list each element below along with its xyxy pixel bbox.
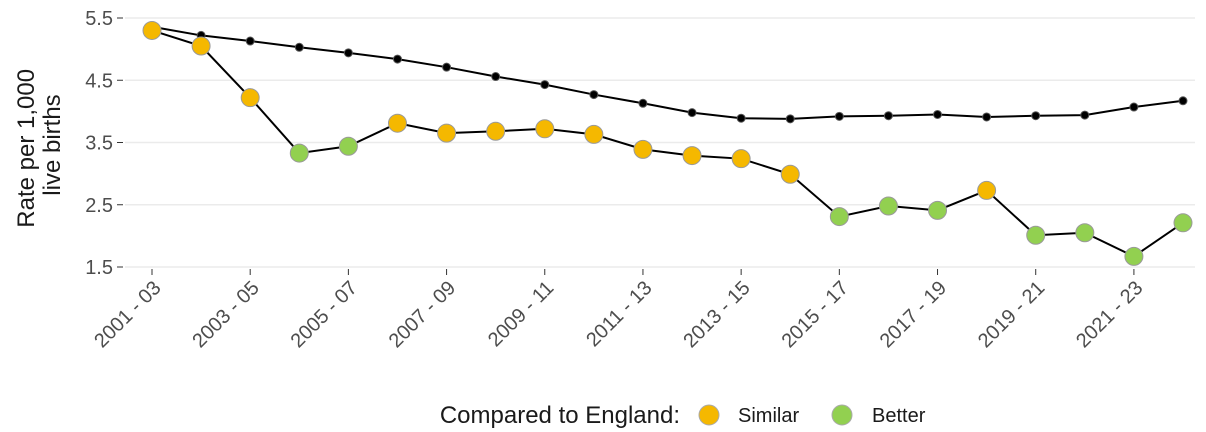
legend-label-better: Better xyxy=(872,405,926,427)
series-line-local xyxy=(151,29,1184,258)
y-axis-title-line-1: Rate per 1,000 xyxy=(13,69,40,228)
england-point xyxy=(343,48,353,58)
england-point xyxy=(1080,110,1090,120)
local-point xyxy=(240,88,260,108)
local-point xyxy=(1124,246,1144,266)
england-point xyxy=(1178,96,1188,106)
series-lines xyxy=(151,25,1184,258)
local-point xyxy=(780,164,800,184)
local-point xyxy=(535,119,555,139)
england-point xyxy=(982,112,992,122)
local-point xyxy=(387,113,407,133)
x-tick-label: 2001 - 03 xyxy=(90,277,165,352)
y-tick-label: 4.5 xyxy=(85,70,113,92)
england-point xyxy=(392,54,402,64)
england-point xyxy=(736,113,746,123)
local-point xyxy=(437,123,457,143)
y-tick-label: 3.5 xyxy=(85,133,113,155)
x-tick-label: 2013 - 15 xyxy=(679,277,754,352)
x-tick-label: 2005 - 07 xyxy=(287,277,362,352)
england-point xyxy=(245,36,255,46)
legend-swatch-better xyxy=(831,404,853,426)
england-point xyxy=(294,42,304,52)
england-point xyxy=(589,90,599,100)
x-tick-label: 2003 - 05 xyxy=(188,277,263,352)
england-point xyxy=(638,98,648,108)
england-point xyxy=(785,114,795,124)
england-point xyxy=(540,80,550,90)
y-tick-label: 1.5 xyxy=(85,257,113,279)
y-tick-label: 2.5 xyxy=(85,195,113,217)
series-line-england xyxy=(151,25,1184,120)
series-points xyxy=(142,20,1193,266)
y-axis-title: Rate per 1,000 live births xyxy=(13,62,66,227)
x-tick-label: 2021 - 23 xyxy=(1072,277,1147,352)
local-point xyxy=(338,136,358,156)
x-tick-label: 2009 - 11 xyxy=(484,277,558,351)
local-point xyxy=(633,139,653,159)
local-point xyxy=(829,207,849,227)
y-axis-title-line-2: live births xyxy=(39,94,66,195)
y-tick-label: 5.5 xyxy=(85,8,113,30)
local-point xyxy=(486,121,506,141)
local-point xyxy=(289,143,309,163)
gridlines xyxy=(125,17,1195,268)
local-point xyxy=(191,36,211,56)
local-point xyxy=(1026,225,1046,245)
legend-title: Compared to England: xyxy=(440,402,680,429)
x-tick-label: 2015 - 17 xyxy=(778,277,853,352)
x-tick-label: 2007 - 09 xyxy=(385,277,460,352)
local-point xyxy=(878,196,898,216)
england-point xyxy=(883,111,893,121)
england-point xyxy=(442,62,452,72)
legend-label-similar: Similar xyxy=(738,405,799,427)
england-point xyxy=(834,111,844,121)
england-point xyxy=(1129,102,1139,112)
x-tick-label: 2019 - 21 xyxy=(974,277,1049,352)
england-point xyxy=(933,109,943,119)
x-tick-label: 2011 - 13 xyxy=(582,277,656,351)
england-point xyxy=(491,72,501,82)
local-point xyxy=(1075,223,1095,243)
local-point xyxy=(928,200,948,220)
local-point xyxy=(584,124,604,144)
legend: Compared to England: Similar Better xyxy=(440,402,926,429)
legend-swatch-similar xyxy=(698,404,720,426)
local-point xyxy=(731,149,751,169)
england-point xyxy=(687,108,697,118)
x-tick-label: 2017 - 19 xyxy=(876,277,951,352)
local-point xyxy=(1173,213,1193,233)
y-axis: 1.5 2.5 3.5 4.5 5.5 xyxy=(85,8,123,279)
local-point xyxy=(977,180,997,200)
local-point xyxy=(142,20,162,40)
local-point xyxy=(682,146,702,166)
x-axis: 2001 - 03 2003 - 05 2005 - 07 2007 - 09 2009… xyxy=(90,269,1147,352)
england-point xyxy=(1031,111,1041,121)
